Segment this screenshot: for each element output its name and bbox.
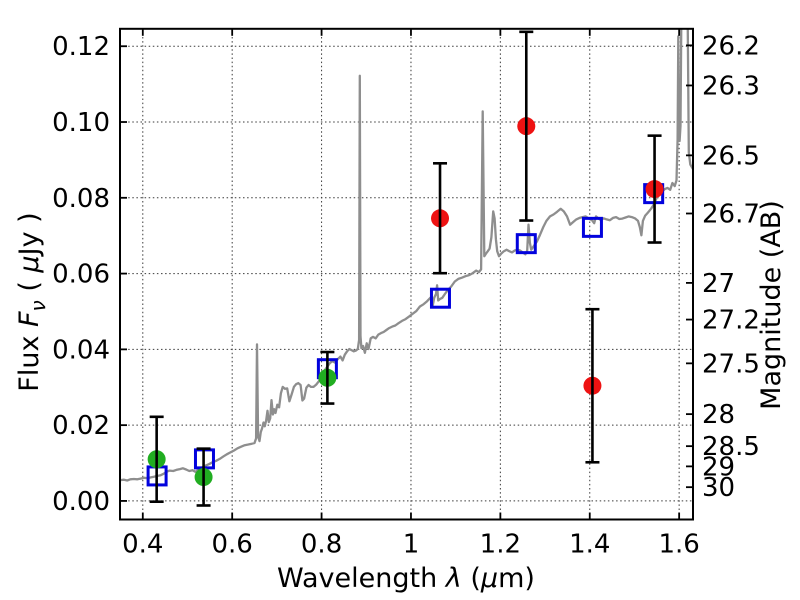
error-bar: [433, 162, 448, 275]
flux-tick-label: 0.08: [52, 184, 110, 214]
flux-tick-label: 0.04: [52, 335, 110, 365]
mag-tick-label: 30: [702, 473, 735, 503]
x-tick-label: 1.2: [480, 530, 521, 560]
error-bar: [519, 30, 534, 222]
gridlines: [120, 28, 693, 520]
tick-labels: 0.4 0.6 0.8 1 1.2 1.4 1.6 0.00 0.02 0.04 0.06 0.08 0…: [52, 31, 760, 559]
error-bar: [196, 447, 211, 507]
model-spectrum-line: [120, 28, 693, 482]
flux-tick-label: 0.10: [52, 108, 110, 138]
mag-tick-label: 26.7: [702, 199, 760, 229]
model-photometry-square: [429, 287, 451, 309]
model-photometry-square: [581, 216, 603, 238]
mag-tick-label: 26.3: [702, 71, 760, 101]
mag-tick-label: 26.5: [702, 141, 760, 171]
x-tick-label: 0.8: [301, 530, 342, 560]
error-bar: [320, 350, 335, 405]
error-bars: [149, 30, 662, 507]
error-bar: [585, 307, 600, 464]
error-bar: [149, 415, 164, 503]
mag-tick-label: 28: [702, 400, 735, 430]
model-photometry-markers: [146, 183, 665, 487]
flux-tick-label: 0.12: [52, 32, 110, 62]
model-photometry-square: [515, 233, 537, 255]
error-bar: [647, 134, 662, 244]
mag-tick-label: 27: [702, 269, 735, 299]
mag-tick-label: 26.2: [702, 31, 760, 61]
flux-tick-label: 0.06: [52, 260, 110, 290]
mag-tick-label: 27.5: [702, 349, 760, 379]
x-tick-label: 1.4: [569, 530, 610, 560]
y-axis-label-magnitude: Magnitude (AB): [756, 200, 787, 410]
x-axis-label: Wavelength λ (μm): [277, 563, 535, 594]
plot-frame: [119, 27, 694, 521]
x-tick-label: 0.6: [212, 530, 253, 560]
flux-tick-label: 0.00: [52, 487, 110, 517]
mag-tick-label: 27.2: [702, 306, 760, 336]
mag-tick-label: 29: [702, 452, 735, 482]
mag-tick-label: 28.5: [702, 432, 760, 462]
model-spectrum: [120, 28, 693, 482]
observed-photometry-markers: [147, 117, 664, 487]
x-tick-label: 0.4: [122, 530, 163, 560]
plot-frame-rect: [119, 27, 694, 521]
x-tick-label: 1.6: [658, 530, 699, 560]
flux-tick-label: 0.02: [52, 411, 110, 441]
axis-ticks: [120, 28, 693, 520]
y-axis-label-flux: Flux Fν ( μJy ): [14, 212, 50, 391]
x-tick-label: 1: [403, 530, 420, 560]
